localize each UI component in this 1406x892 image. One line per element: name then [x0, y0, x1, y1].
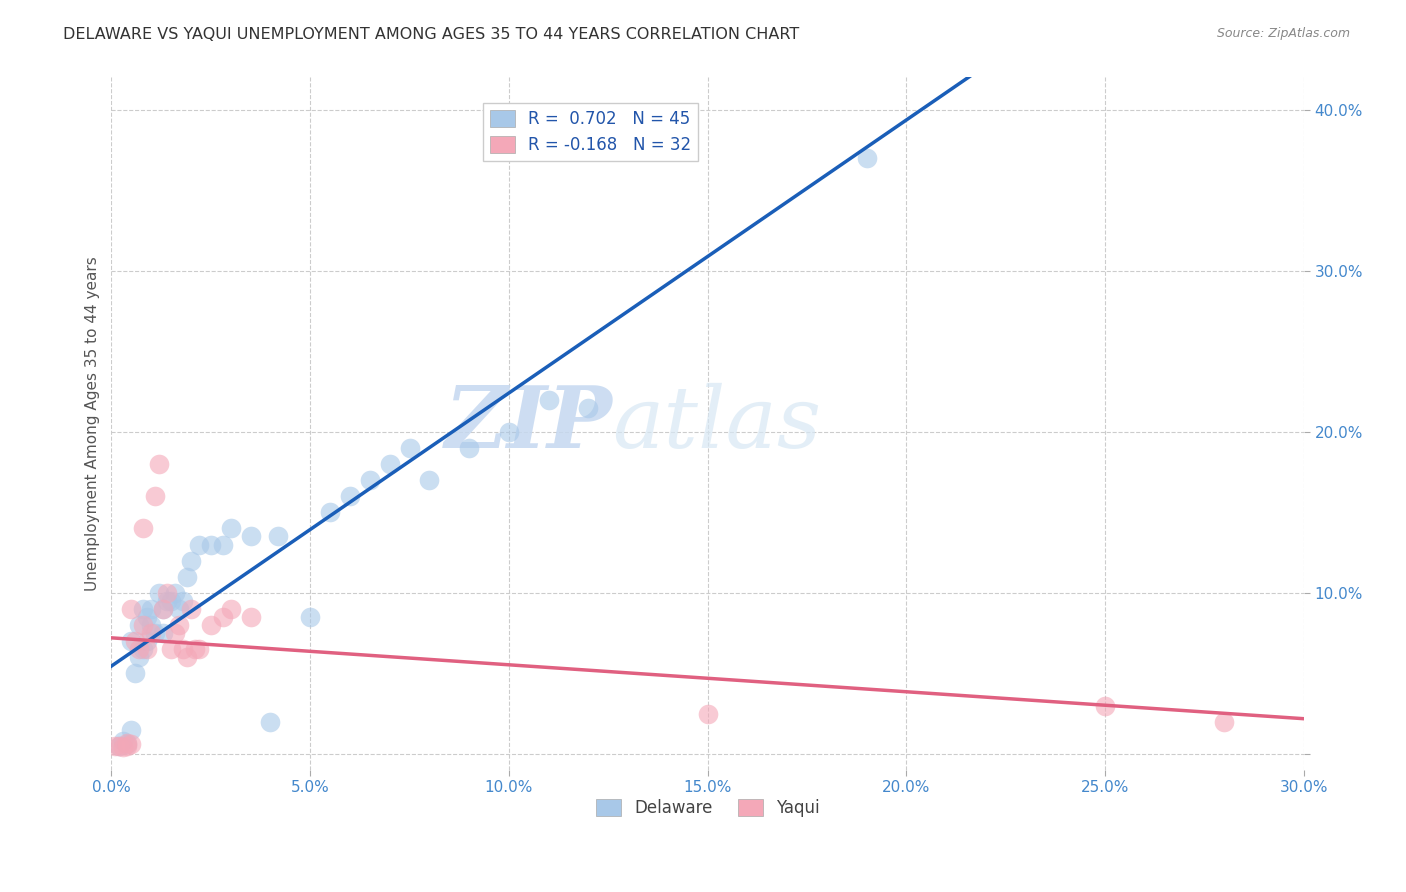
Point: [120, 602, 142, 616]
Point: [184, 642, 207, 657]
Point: [163, 626, 186, 640]
Point: [211, 537, 233, 551]
Point: [172, 642, 194, 657]
Point: [136, 634, 159, 648]
Point: [855, 151, 877, 165]
Point: [117, 736, 139, 750]
Point: [1213, 714, 1236, 729]
Point: [176, 650, 198, 665]
Point: [104, 739, 127, 753]
Point: [108, 739, 131, 753]
Point: [200, 537, 222, 551]
Point: [180, 553, 202, 567]
Point: [143, 489, 166, 503]
Point: [156, 594, 179, 608]
Point: [112, 734, 135, 748]
Point: [676, 127, 699, 141]
Point: [211, 610, 233, 624]
Point: [141, 626, 163, 640]
Point: [117, 739, 139, 753]
Point: [398, 441, 420, 455]
Point: [339, 489, 361, 503]
Point: [187, 642, 209, 657]
Text: Source: ZipAtlas.com: Source: ZipAtlas.com: [1216, 27, 1350, 40]
Point: [176, 570, 198, 584]
Point: [172, 594, 194, 608]
Point: [120, 737, 142, 751]
Point: [219, 602, 242, 616]
Point: [141, 618, 163, 632]
Point: [156, 586, 179, 600]
Point: [128, 618, 150, 632]
Point: [120, 723, 142, 737]
Point: [148, 586, 170, 600]
Point: [696, 706, 718, 721]
Point: [117, 737, 139, 751]
Point: [537, 392, 560, 407]
Point: [128, 650, 150, 665]
Text: atlas: atlas: [612, 383, 821, 465]
Point: [136, 610, 159, 624]
Point: [124, 666, 146, 681]
Point: [267, 529, 290, 543]
Point: [378, 457, 401, 471]
Text: DELAWARE VS YAQUI UNEMPLOYMENT AMONG AGES 35 TO 44 YEARS CORRELATION CHART: DELAWARE VS YAQUI UNEMPLOYMENT AMONG AGE…: [63, 27, 800, 42]
Point: [239, 610, 262, 624]
Point: [239, 529, 262, 543]
Point: [299, 610, 322, 624]
Point: [124, 634, 146, 648]
Point: [418, 473, 440, 487]
Legend: Delaware, Yaqui: Delaware, Yaqui: [589, 792, 827, 824]
Y-axis label: Unemployment Among Ages 35 to 44 years: Unemployment Among Ages 35 to 44 years: [86, 256, 100, 591]
Point: [152, 602, 174, 616]
Point: [359, 473, 381, 487]
Point: [108, 739, 131, 753]
Point: [160, 642, 183, 657]
Point: [132, 618, 155, 632]
Text: ZIP: ZIP: [444, 382, 612, 466]
Point: [498, 425, 520, 439]
Point: [120, 634, 142, 648]
Point: [143, 626, 166, 640]
Point: [219, 521, 242, 535]
Point: [163, 586, 186, 600]
Point: [152, 626, 174, 640]
Point: [200, 618, 222, 632]
Point: [128, 642, 150, 657]
Point: [458, 441, 481, 455]
Point: [132, 521, 155, 535]
Point: [167, 618, 190, 632]
Point: [180, 602, 202, 616]
Point: [160, 594, 183, 608]
Point: [141, 602, 163, 616]
Point: [112, 740, 135, 755]
Point: [136, 642, 159, 657]
Point: [148, 457, 170, 471]
Point: [132, 642, 155, 657]
Point: [1094, 698, 1116, 713]
Point: [187, 537, 209, 551]
Point: [152, 602, 174, 616]
Point: [319, 505, 342, 519]
Point: [167, 602, 190, 616]
Point: [259, 714, 281, 729]
Point: [578, 401, 600, 415]
Point: [132, 602, 155, 616]
